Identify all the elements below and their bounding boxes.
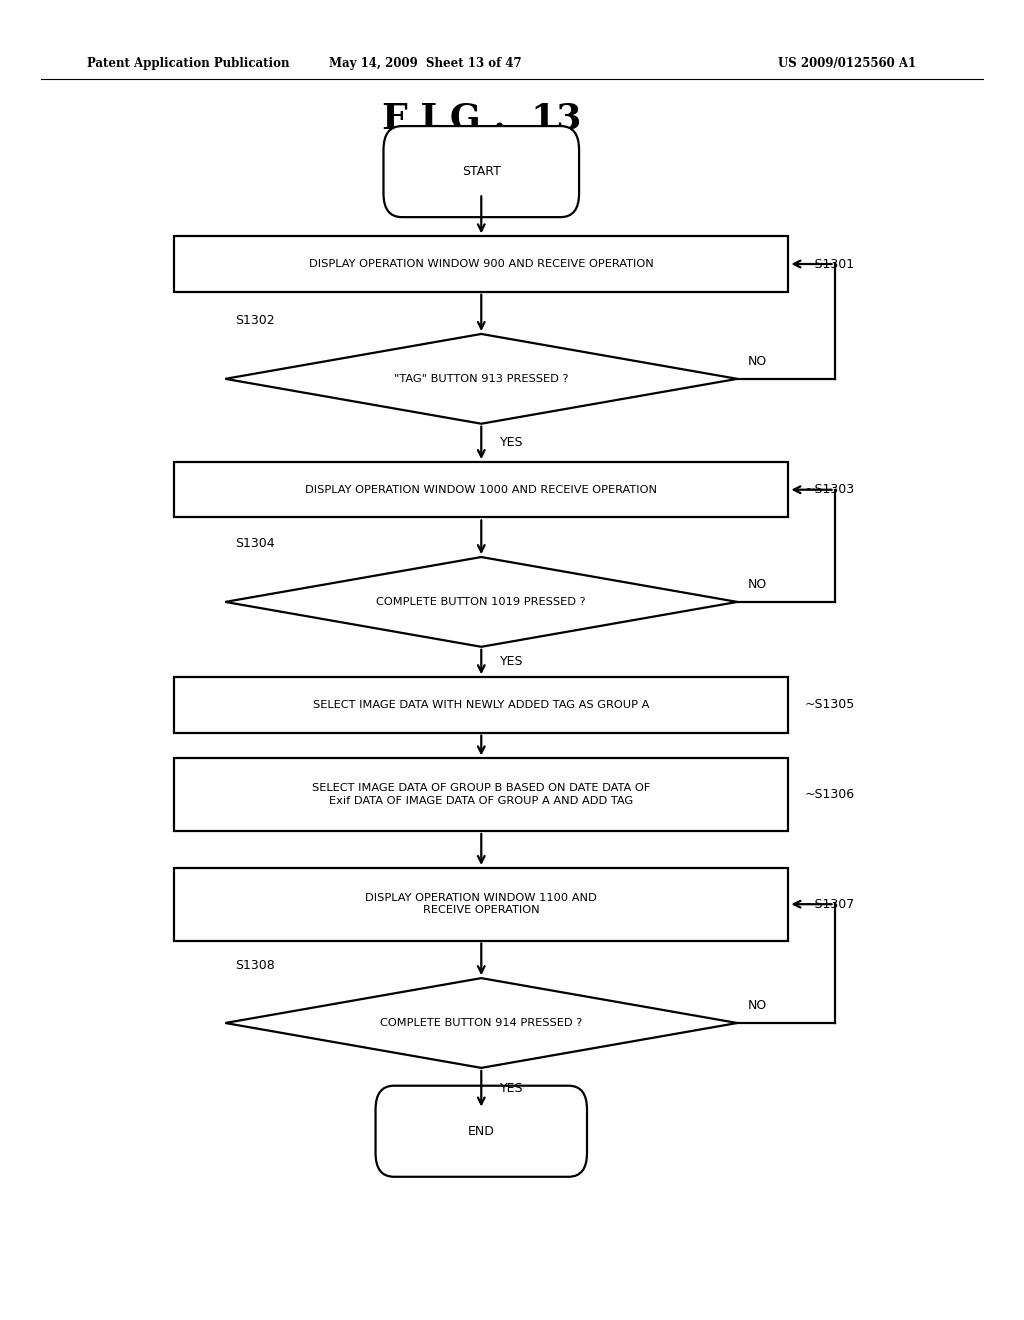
Text: May 14, 2009  Sheet 13 of 47: May 14, 2009 Sheet 13 of 47: [329, 57, 521, 70]
Text: START: START: [462, 165, 501, 178]
Text: Patent Application Publication: Patent Application Publication: [87, 57, 290, 70]
FancyBboxPatch shape: [376, 1085, 587, 1177]
Text: YES: YES: [500, 437, 523, 449]
Text: DISPLAY OPERATION WINDOW 1100 AND
RECEIVE OPERATION: DISPLAY OPERATION WINDOW 1100 AND RECEIV…: [366, 894, 597, 915]
FancyBboxPatch shape: [174, 677, 788, 733]
FancyBboxPatch shape: [174, 869, 788, 940]
Text: US 2009/0125560 A1: US 2009/0125560 A1: [778, 57, 916, 70]
Polygon shape: [225, 978, 737, 1068]
Text: ~S1301: ~S1301: [805, 257, 855, 271]
Text: F I G .  13: F I G . 13: [382, 102, 581, 136]
Text: S1304: S1304: [236, 537, 275, 550]
Text: YES: YES: [500, 656, 523, 668]
Polygon shape: [225, 557, 737, 647]
Text: NO: NO: [748, 355, 767, 368]
Text: COMPLETE BUTTON 914 PRESSED ?: COMPLETE BUTTON 914 PRESSED ?: [380, 1018, 583, 1028]
Text: SELECT IMAGE DATA OF GROUP B BASED ON DATE DATA OF
Exif DATA OF IMAGE DATA OF GR: SELECT IMAGE DATA OF GROUP B BASED ON DA…: [312, 784, 650, 805]
Text: DISPLAY OPERATION WINDOW 900 AND RECEIVE OPERATION: DISPLAY OPERATION WINDOW 900 AND RECEIVE…: [309, 259, 653, 269]
Text: END: END: [468, 1125, 495, 1138]
Text: ~S1306: ~S1306: [805, 788, 855, 801]
Text: ~S1303: ~S1303: [805, 483, 855, 496]
Text: "TAG" BUTTON 913 PRESSED ?: "TAG" BUTTON 913 PRESSED ?: [394, 374, 568, 384]
FancyBboxPatch shape: [174, 462, 788, 517]
FancyBboxPatch shape: [174, 758, 788, 832]
Text: NO: NO: [748, 999, 767, 1012]
Text: SELECT IMAGE DATA WITH NEWLY ADDED TAG AS GROUP A: SELECT IMAGE DATA WITH NEWLY ADDED TAG A…: [313, 700, 649, 710]
Text: NO: NO: [748, 578, 767, 591]
Text: S1308: S1308: [236, 958, 275, 972]
Text: ~S1305: ~S1305: [805, 698, 855, 711]
FancyBboxPatch shape: [174, 236, 788, 292]
Text: COMPLETE BUTTON 1019 PRESSED ?: COMPLETE BUTTON 1019 PRESSED ?: [377, 597, 586, 607]
Text: ~S1307: ~S1307: [805, 898, 855, 911]
Polygon shape: [225, 334, 737, 424]
Text: S1302: S1302: [236, 314, 275, 327]
Text: YES: YES: [500, 1082, 523, 1096]
Text: DISPLAY OPERATION WINDOW 1000 AND RECEIVE OPERATION: DISPLAY OPERATION WINDOW 1000 AND RECEIV…: [305, 484, 657, 495]
FancyBboxPatch shape: [383, 125, 579, 216]
